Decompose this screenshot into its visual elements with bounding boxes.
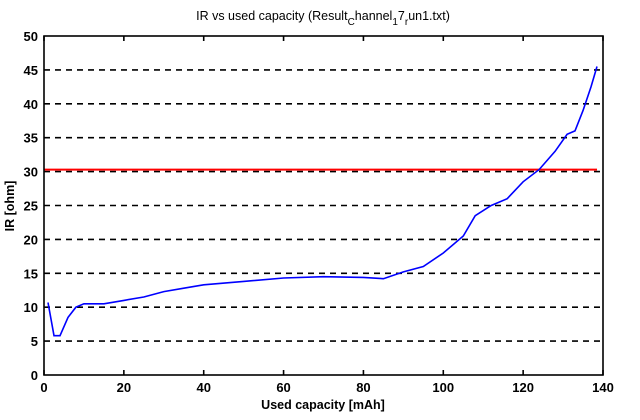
x-tick-label: 140 (592, 380, 614, 395)
plot-frame (43, 35, 604, 376)
x-axis-label: Used capacity [mAh] (261, 398, 385, 412)
x-tick-label: 100 (432, 380, 454, 395)
y-tick-label: 30 (24, 165, 38, 180)
y-tick-label: 45 (24, 63, 38, 78)
series-line-ir (47, 66, 598, 337)
y-tick-label: 35 (24, 131, 38, 146)
x-tick-label: 0 (40, 380, 47, 395)
x-tick-label: 80 (356, 380, 370, 395)
y-tick-label: 40 (24, 97, 38, 112)
x-tick-label: 60 (276, 380, 290, 395)
x-tick-label: 40 (196, 380, 210, 395)
y-tick-label: 15 (24, 266, 38, 281)
y-tick-label: 0 (31, 368, 38, 383)
x-tick-label: 120 (512, 380, 534, 395)
y-tick-label: 20 (24, 232, 38, 247)
y-tick-label: 50 (24, 29, 38, 44)
chart-title: IR vs used capacity (ResultChannel17run1… (196, 9, 450, 28)
y-tick-label: 25 (24, 199, 38, 214)
x-tick-label: 20 (117, 380, 131, 395)
y-tick-label: 10 (24, 300, 38, 315)
y-axis-label: IR [ohm] (3, 181, 17, 232)
y-tick-label: 5 (31, 334, 38, 349)
